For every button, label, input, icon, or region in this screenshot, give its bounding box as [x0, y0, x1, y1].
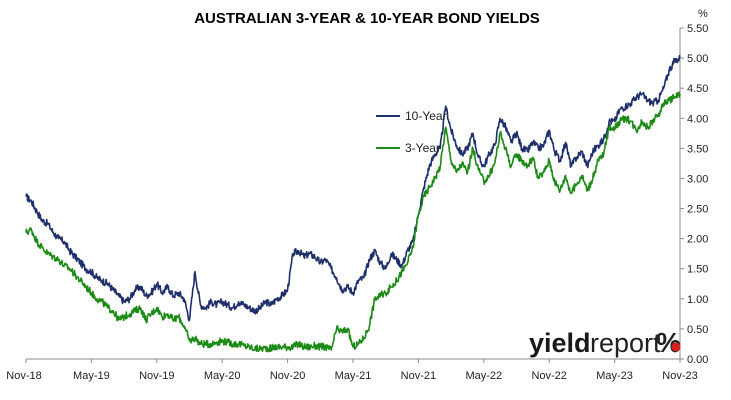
legend-label-3-year: 3-Year — [405, 141, 440, 155]
x-tick-label: May-20 — [204, 370, 241, 382]
y-tick-label: 0.50 — [687, 324, 708, 336]
brand-report: report — [590, 328, 661, 358]
y-tick-label: 1.50 — [687, 264, 708, 276]
x-tick-label: Nov-19 — [139, 370, 174, 382]
y-axis-unit: % — [698, 8, 708, 20]
yieldreport-logo: yield report % — [529, 327, 681, 358]
brand-yield: yield — [529, 328, 591, 358]
series-lines — [25, 54, 681, 353]
chart-title: AUSTRALIAN 3-YEAR & 10-YEAR BOND YIELDS — [194, 10, 540, 27]
x-tick-label: May-23 — [596, 370, 633, 382]
y-tick-label: 0.00 — [687, 354, 708, 366]
series-line-3-year — [25, 91, 681, 353]
y-tick-label: 4.50 — [687, 83, 708, 95]
x-tick-label: May-22 — [465, 370, 502, 382]
y-tick-label: 1.00 — [687, 294, 708, 306]
legend-label-10-year: 10-Year — [405, 109, 447, 123]
y-tick-label: 2.50 — [687, 204, 708, 216]
x-tick-label: Nov-23 — [662, 370, 697, 382]
x-tick-label: Nov-22 — [531, 370, 566, 382]
brand-percent-dot — [671, 342, 681, 352]
y-tick-label: 4.00 — [687, 113, 708, 125]
x-tick-label: May-21 — [335, 370, 372, 382]
y-tick-label: 5.00 — [687, 53, 708, 65]
y-tick-label: 3.00 — [687, 173, 708, 185]
series-line-10-year — [25, 54, 681, 322]
y-tick-label: 2.00 — [687, 234, 708, 246]
x-tick-label: May-19 — [73, 370, 110, 382]
y-axis-ticks: 0.00 0.50 1.00 1.50 2.00 2.50 3.00 3.50 4.00 4.50… — [680, 23, 708, 366]
x-axis-ticks: Nov-18 May-19 Nov-19 May-20 Nov-20 May-21 Nov-… — [6, 359, 698, 382]
y-tick-label: 3.50 — [687, 143, 708, 155]
brand-percent: % — [656, 327, 681, 358]
x-tick-label: Nov-18 — [6, 370, 41, 382]
legend: 10-Year 3-Year — [376, 109, 447, 155]
x-tick-label: Nov-20 — [270, 370, 305, 382]
x-tick-label: Nov-21 — [401, 370, 436, 382]
y-tick-label: 5.50 — [687, 23, 708, 35]
